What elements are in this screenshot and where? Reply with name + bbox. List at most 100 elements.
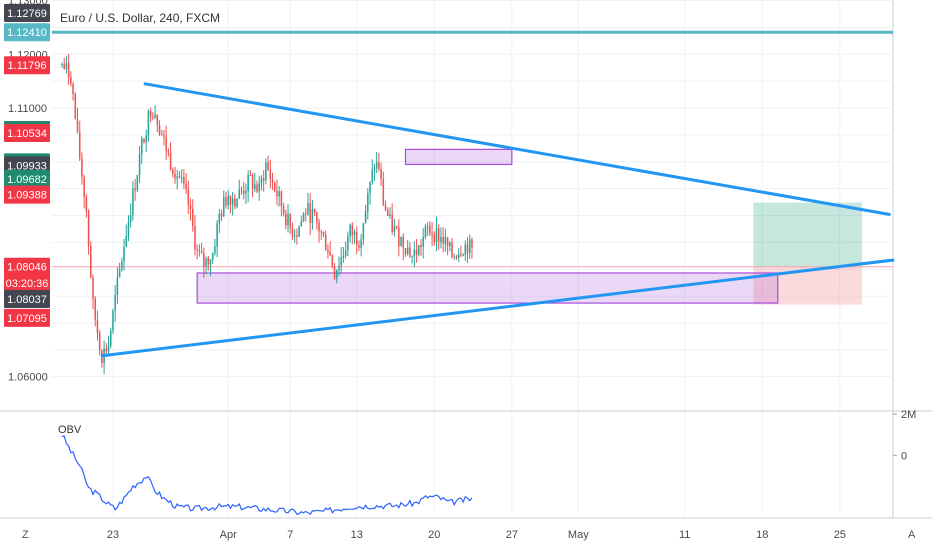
candle-body xyxy=(61,63,63,66)
candle-body xyxy=(369,182,371,194)
candle-body xyxy=(327,250,329,253)
candle-body xyxy=(440,236,442,242)
candle-body xyxy=(404,248,407,255)
candle-body xyxy=(174,173,176,179)
candle-body xyxy=(364,211,367,224)
price-tick-label: 1.06000 xyxy=(8,372,48,384)
candle-body xyxy=(109,330,112,346)
candle-body xyxy=(167,151,170,153)
candle-body xyxy=(220,213,223,217)
candle-body xyxy=(382,179,385,205)
candle-body xyxy=(342,255,345,258)
price-badge xyxy=(4,124,50,143)
candle-body xyxy=(107,345,110,352)
candle-body xyxy=(449,242,451,246)
candle-body xyxy=(72,83,74,95)
time-axis-label: 11 xyxy=(679,529,690,541)
candle-body xyxy=(176,176,179,179)
price-badge-label: 1.08037 xyxy=(7,294,47,306)
time-axis-label: 23 xyxy=(107,529,119,541)
candle-body xyxy=(318,222,320,232)
trendline-2 xyxy=(100,258,895,358)
take-profit-zone xyxy=(753,202,862,268)
candle-body xyxy=(149,110,152,117)
candle-body xyxy=(129,215,132,223)
candle-body xyxy=(282,205,285,214)
candle-body xyxy=(154,114,156,118)
price-badge xyxy=(4,185,50,204)
candle-body xyxy=(347,236,349,251)
candle-body xyxy=(362,223,365,240)
candle-body xyxy=(65,63,68,69)
candle-body xyxy=(216,223,218,247)
candle-body xyxy=(185,183,187,190)
candle-body xyxy=(360,239,362,248)
time-axis-label: 7 xyxy=(287,529,293,541)
price-badge xyxy=(4,289,50,308)
candle-body xyxy=(114,295,116,311)
candle-body xyxy=(329,252,331,256)
candle-body xyxy=(178,176,181,178)
time-axis-label: 20 xyxy=(428,529,440,541)
candle-body xyxy=(464,244,467,255)
candle-body xyxy=(198,250,201,252)
candle-body xyxy=(229,195,232,205)
candle-body xyxy=(371,170,374,183)
price-badge-label: 1.09682 xyxy=(7,174,47,186)
candle-body xyxy=(333,266,336,279)
candle-body xyxy=(324,234,327,251)
candle-body xyxy=(311,208,314,224)
candle-body xyxy=(191,209,194,227)
price-badge-label: 1.10534 xyxy=(7,128,47,140)
price-badge-label: 1.09388 xyxy=(7,190,47,202)
candle-body xyxy=(471,239,473,248)
candle-body xyxy=(413,249,416,256)
candle-body xyxy=(172,169,174,174)
candle-body xyxy=(442,236,444,244)
candle-body xyxy=(265,162,267,181)
candle-body xyxy=(340,257,342,267)
time-axis-label: 25 xyxy=(834,529,846,541)
candle-body xyxy=(132,188,134,216)
candle-body xyxy=(127,222,130,236)
price-tick-label: 1.11000 xyxy=(8,103,47,115)
price-badge xyxy=(4,56,50,75)
candle-body xyxy=(358,245,360,248)
candle-body xyxy=(309,203,311,224)
candles xyxy=(61,54,473,375)
candle-body xyxy=(83,176,85,197)
candle-body xyxy=(375,162,378,169)
candle-body xyxy=(141,138,143,155)
candle-body xyxy=(298,226,300,237)
time-axis-label: 18 xyxy=(756,529,768,541)
candle-body xyxy=(225,197,227,206)
price-badge-label: 1.08046 xyxy=(7,262,47,274)
candle-body xyxy=(313,208,316,213)
obv-label: OBV xyxy=(58,424,82,436)
candle-body xyxy=(134,188,136,191)
candle-body xyxy=(116,277,119,296)
candle-body xyxy=(398,227,400,247)
candle-body xyxy=(302,213,305,222)
candle-body xyxy=(251,174,254,189)
candle-body xyxy=(231,198,234,205)
candle-body xyxy=(331,255,334,267)
candle-body xyxy=(322,231,325,235)
time-axis-label: May xyxy=(568,529,589,541)
chart-title: Euro / U.S. Dollar, 240, FXCM xyxy=(60,11,220,25)
price-badge xyxy=(4,3,50,22)
candle-body xyxy=(402,236,405,249)
candle-body xyxy=(373,168,376,171)
candle-body xyxy=(81,158,83,177)
candle-body xyxy=(94,298,97,320)
candle-body xyxy=(355,231,358,246)
candle-body xyxy=(160,134,163,136)
candle-body xyxy=(78,131,81,159)
candle-body xyxy=(351,224,354,236)
candle-body xyxy=(278,191,280,197)
candle-body xyxy=(156,114,159,126)
candle-body xyxy=(163,135,165,137)
candle-body xyxy=(96,319,99,333)
